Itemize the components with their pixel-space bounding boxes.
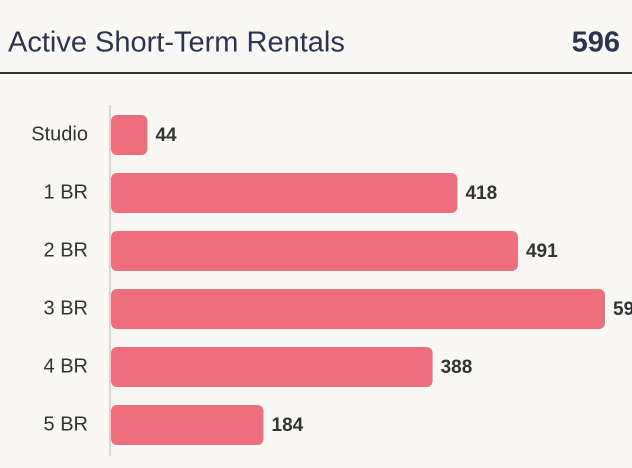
bar <box>111 405 264 445</box>
category-label: 5 BR <box>44 413 88 435</box>
bar <box>111 115 148 155</box>
category-label: 3 BR <box>44 297 88 319</box>
category-label: 2 BR <box>44 239 88 261</box>
chart-title: Active Short-Term Rentals <box>8 27 345 59</box>
total-value: 596 <box>572 27 620 59</box>
value-label: 418 <box>465 183 497 204</box>
category-label: Studio <box>31 123 88 145</box>
bar <box>111 347 433 387</box>
category-label: 1 BR <box>44 181 88 203</box>
value-label: 491 <box>526 241 558 262</box>
bar <box>111 231 518 271</box>
bar <box>111 173 458 213</box>
value-label: 388 <box>441 357 473 378</box>
category-label: 4 BR <box>44 355 88 377</box>
bar <box>111 289 605 329</box>
value-label: 44 <box>155 125 177 146</box>
value-label: 184 <box>272 415 304 436</box>
value-label: 596 <box>613 299 632 320</box>
